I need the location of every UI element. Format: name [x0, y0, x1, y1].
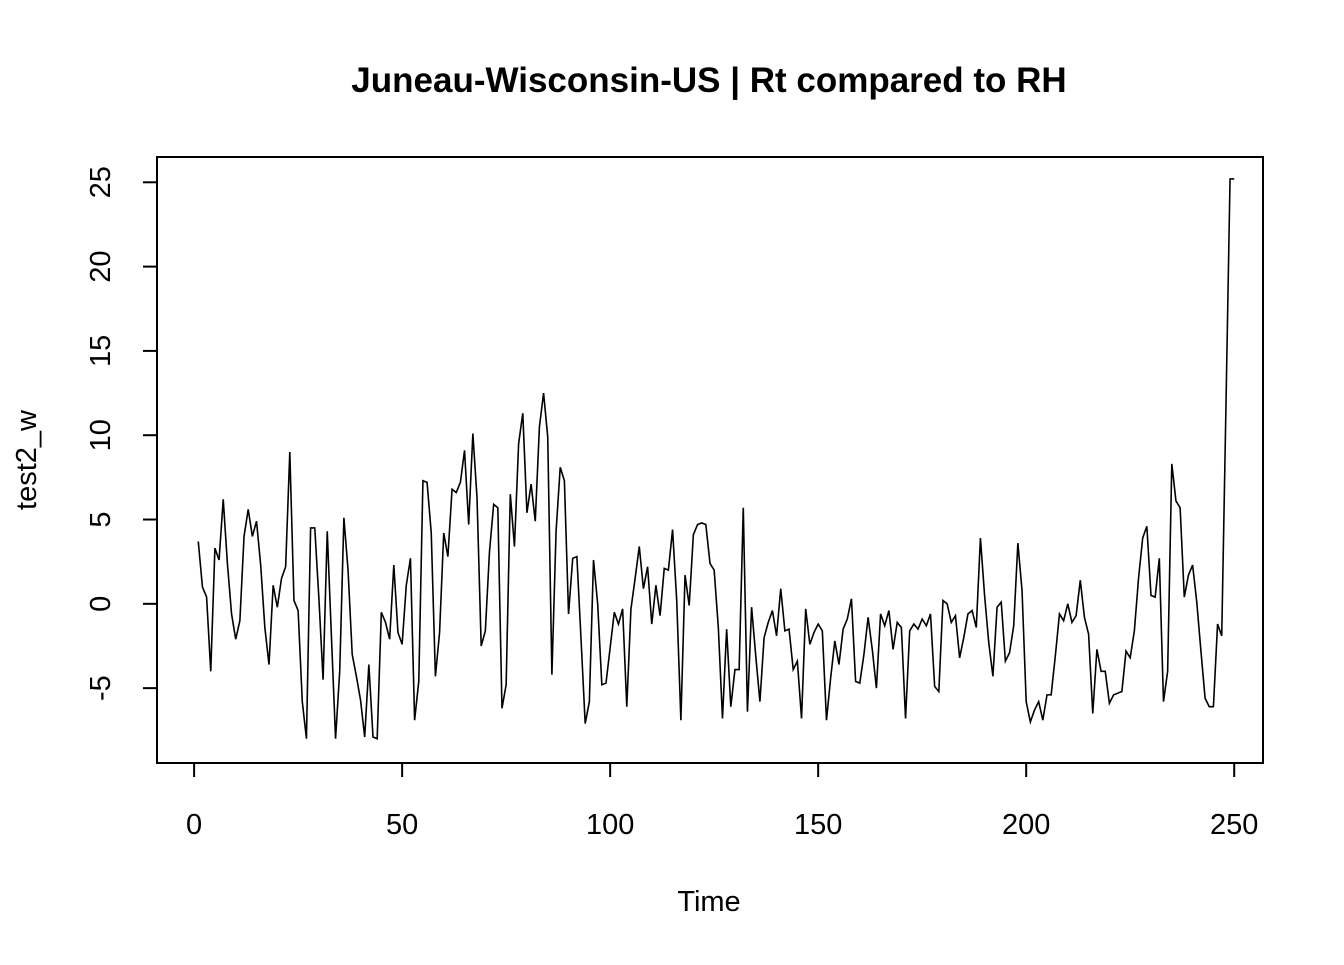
x-tick-label: 250	[1210, 809, 1258, 841]
y-tick-label: 15	[85, 335, 117, 367]
y-tick-label: 0	[85, 596, 117, 612]
y-tick-label: 25	[85, 166, 117, 198]
x-axis: 0 50 100 150 200 250	[186, 762, 1258, 841]
y-tick-label: 10	[85, 419, 117, 451]
x-tick-label: 50	[386, 809, 418, 841]
x-tick-label: 100	[586, 809, 634, 841]
series-line	[197, 178, 1235, 740]
y-tick-label: 20	[85, 250, 117, 282]
series-layer	[197, 178, 1235, 740]
x-tick-label: 0	[186, 809, 202, 841]
chart-title: Juneau-Wisconsin-US | Rt compared to RH	[351, 61, 1066, 100]
x-tick-label: 200	[1002, 809, 1050, 841]
y-axis: -5 0 5 10 15 20 25	[85, 166, 158, 701]
x-tick-label: 150	[794, 809, 842, 841]
x-axis-label: Time	[677, 886, 740, 918]
y-tick-label: 5	[85, 511, 117, 527]
y-tick-label: -5	[85, 675, 117, 701]
y-axis-label: test2_w	[11, 409, 43, 510]
